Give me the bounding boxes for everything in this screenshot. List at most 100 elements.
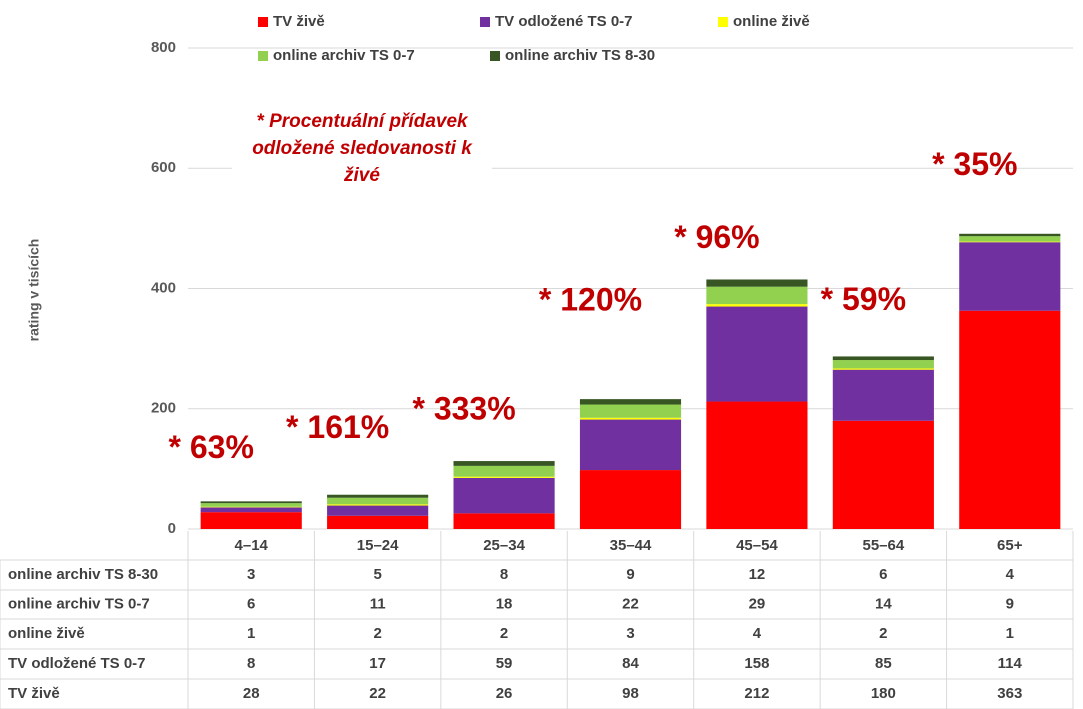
bar-segment <box>959 236 1061 242</box>
bar-segment <box>327 515 429 529</box>
annotation: * 161% <box>286 409 389 445</box>
bar-segment <box>832 360 934 369</box>
table-cell: 363 <box>997 685 1022 702</box>
bar-segment <box>706 306 808 402</box>
table-cell: 2 <box>500 625 508 642</box>
note: * Procentuální přídavek odložené sledova… <box>232 108 492 189</box>
table-row-label: online archiv TS 0-7 <box>8 595 150 612</box>
annotation: * 120% <box>539 282 642 318</box>
table-cell: 212 <box>744 685 769 702</box>
table-cell: 14 <box>875 595 892 612</box>
bar-segment <box>959 233 1061 237</box>
legend-label: TV živě <box>273 13 325 30</box>
y-tick-label: 200 <box>151 400 176 417</box>
table-cell: 1 <box>247 625 255 642</box>
annotation: * 35% <box>932 146 1017 182</box>
legend-label: online archiv TS 0-7 <box>273 47 415 64</box>
table-cell: 4 <box>1006 566 1015 583</box>
bar-segment <box>579 404 682 418</box>
table-cell: 2 <box>879 625 887 642</box>
bar-segment <box>706 401 808 529</box>
table-row-label: TV živě <box>8 685 60 702</box>
table-cell: 2 <box>373 625 381 642</box>
table-row-label: online archiv TS 8-30 <box>8 566 158 583</box>
y-tick-label: 400 <box>151 279 176 296</box>
y-axis-label: rating v tisících <box>26 239 42 342</box>
bar-segment <box>327 505 429 516</box>
table-cell: 18 <box>496 595 513 612</box>
bar-segment <box>706 279 808 287</box>
x-tick-label: 35–44 <box>610 537 652 554</box>
table-cell: 17 <box>369 655 386 672</box>
legend-label: TV odložené TS 0-7 <box>495 13 633 30</box>
legend-swatch <box>718 17 728 27</box>
table-row-label: online živě <box>8 625 85 642</box>
bar-segment <box>579 419 682 471</box>
legend-swatch <box>258 17 268 27</box>
legend-label: online archiv TS 8-30 <box>505 47 655 64</box>
x-tick-label: 15–24 <box>357 537 399 554</box>
table-cell: 5 <box>373 566 381 583</box>
bar-segment <box>453 461 555 466</box>
table-cell: 85 <box>875 655 892 672</box>
bar-segment <box>579 470 682 529</box>
bar-segment <box>200 506 302 508</box>
table-cell: 59 <box>496 655 513 672</box>
table-cell: 26 <box>496 685 513 702</box>
x-tick-label: 55–64 <box>862 537 904 554</box>
table-cell: 22 <box>622 595 639 612</box>
bar-segment <box>453 477 555 514</box>
annotation: * 96% <box>674 219 759 255</box>
table-cell: 22 <box>369 685 386 702</box>
legend-swatch <box>490 51 500 61</box>
bar-segment <box>327 504 429 506</box>
table-cell: 1 <box>1006 625 1014 642</box>
y-tick-label: 800 <box>151 39 176 56</box>
x-tick-label: 4–14 <box>235 537 269 554</box>
table-cell: 9 <box>626 566 634 583</box>
bar-segment <box>200 512 302 529</box>
table-cell: 158 <box>744 655 769 672</box>
table-cell: 6 <box>247 595 255 612</box>
bar-segment <box>832 368 934 370</box>
table-cell: 12 <box>749 566 766 583</box>
annotation: * 59% <box>821 281 906 317</box>
x-tick-label: 45–54 <box>736 537 778 554</box>
legend-swatch <box>258 51 268 61</box>
table-cell: 8 <box>247 655 255 672</box>
table-cell: 3 <box>247 566 255 583</box>
y-tick-label: 0 <box>168 520 176 537</box>
table-cell: 6 <box>879 566 887 583</box>
table-cell: 3 <box>626 625 634 642</box>
table-cell: 114 <box>998 655 1023 672</box>
table-cell: 84 <box>622 655 639 672</box>
bar-segment <box>959 242 1061 311</box>
table-cell: 180 <box>871 685 896 702</box>
table-cell: 8 <box>500 566 508 583</box>
bar-segment <box>200 501 302 504</box>
bar-segment <box>327 494 429 498</box>
bar-segment <box>959 310 1061 529</box>
bar-segment <box>579 417 682 420</box>
annotation: * 333% <box>412 391 515 427</box>
table-cell: 11 <box>370 595 386 612</box>
legend-label: online živě <box>733 13 810 30</box>
bar-segment <box>200 503 302 507</box>
bar-segment <box>453 513 555 529</box>
table-cell: 28 <box>243 685 260 702</box>
table-cell: 4 <box>753 625 762 642</box>
bar-segment <box>832 369 934 421</box>
table-row-label: TV odložené TS 0-7 <box>8 655 146 672</box>
bar-segment <box>579 399 682 405</box>
bar-segment <box>453 476 555 478</box>
bar-segment <box>706 286 808 305</box>
bar-segment <box>706 304 808 307</box>
bar-segment <box>453 465 555 477</box>
bar-segment <box>959 241 1061 243</box>
x-tick-label: 65+ <box>997 537 1023 554</box>
table-cell: 9 <box>1006 595 1014 612</box>
y-tick-label: 600 <box>151 159 176 176</box>
legend-swatch <box>480 17 490 27</box>
